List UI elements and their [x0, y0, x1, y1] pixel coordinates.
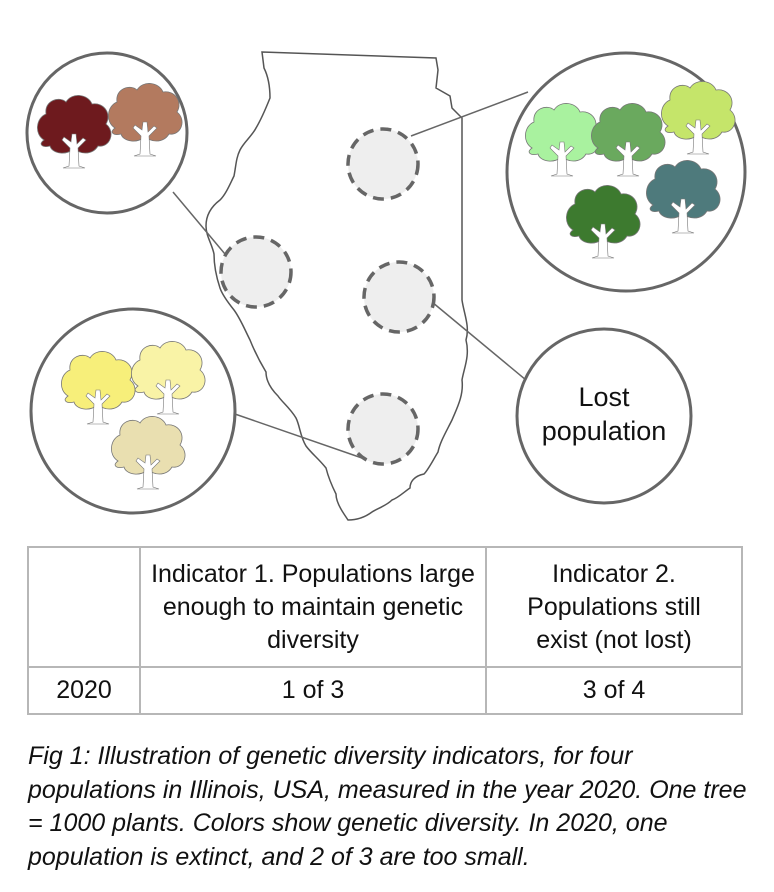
cell-indicator-1: 1 of 3	[139, 666, 487, 715]
header-indicator-1: Indicator 1. Populations large enough to…	[139, 546, 487, 668]
lost-label-line-1: Lost	[578, 382, 630, 412]
connector-lost	[431, 301, 533, 386]
table-header-row: Indicator 1. Populations large enough to…	[27, 546, 743, 668]
header-empty	[27, 546, 141, 668]
illinois-diversity-illustration	[25, 51, 747, 521]
table-row: 2020 1 of 3 3 of 4	[27, 666, 743, 715]
lost-label-line-2: population	[541, 416, 667, 446]
zoom-circle-lost	[515, 327, 693, 505]
cell-year: 2020	[27, 666, 141, 715]
connector-northeast	[410, 91, 529, 137]
connector-northwest	[172, 191, 231, 261]
header-indicator-2: Indicator 2. Populations still exist (no…	[485, 546, 743, 668]
connector-southwest	[231, 412, 363, 459]
lost-population-label: Lost population	[522, 380, 686, 448]
figure-caption: Fig 1: Illustration of genetic diversity…	[28, 742, 747, 871]
indicator-table: Indicator 1. Populations large enough to…	[27, 546, 743, 715]
cell-indicator-2: 3 of 4	[485, 666, 743, 715]
population-south	[346, 392, 420, 466]
zoom-circle-southwest	[29, 307, 237, 515]
population-northeast	[346, 127, 420, 201]
illinois-outline	[205, 51, 469, 521]
population-east-central	[362, 260, 436, 334]
population-northwest	[219, 235, 293, 309]
